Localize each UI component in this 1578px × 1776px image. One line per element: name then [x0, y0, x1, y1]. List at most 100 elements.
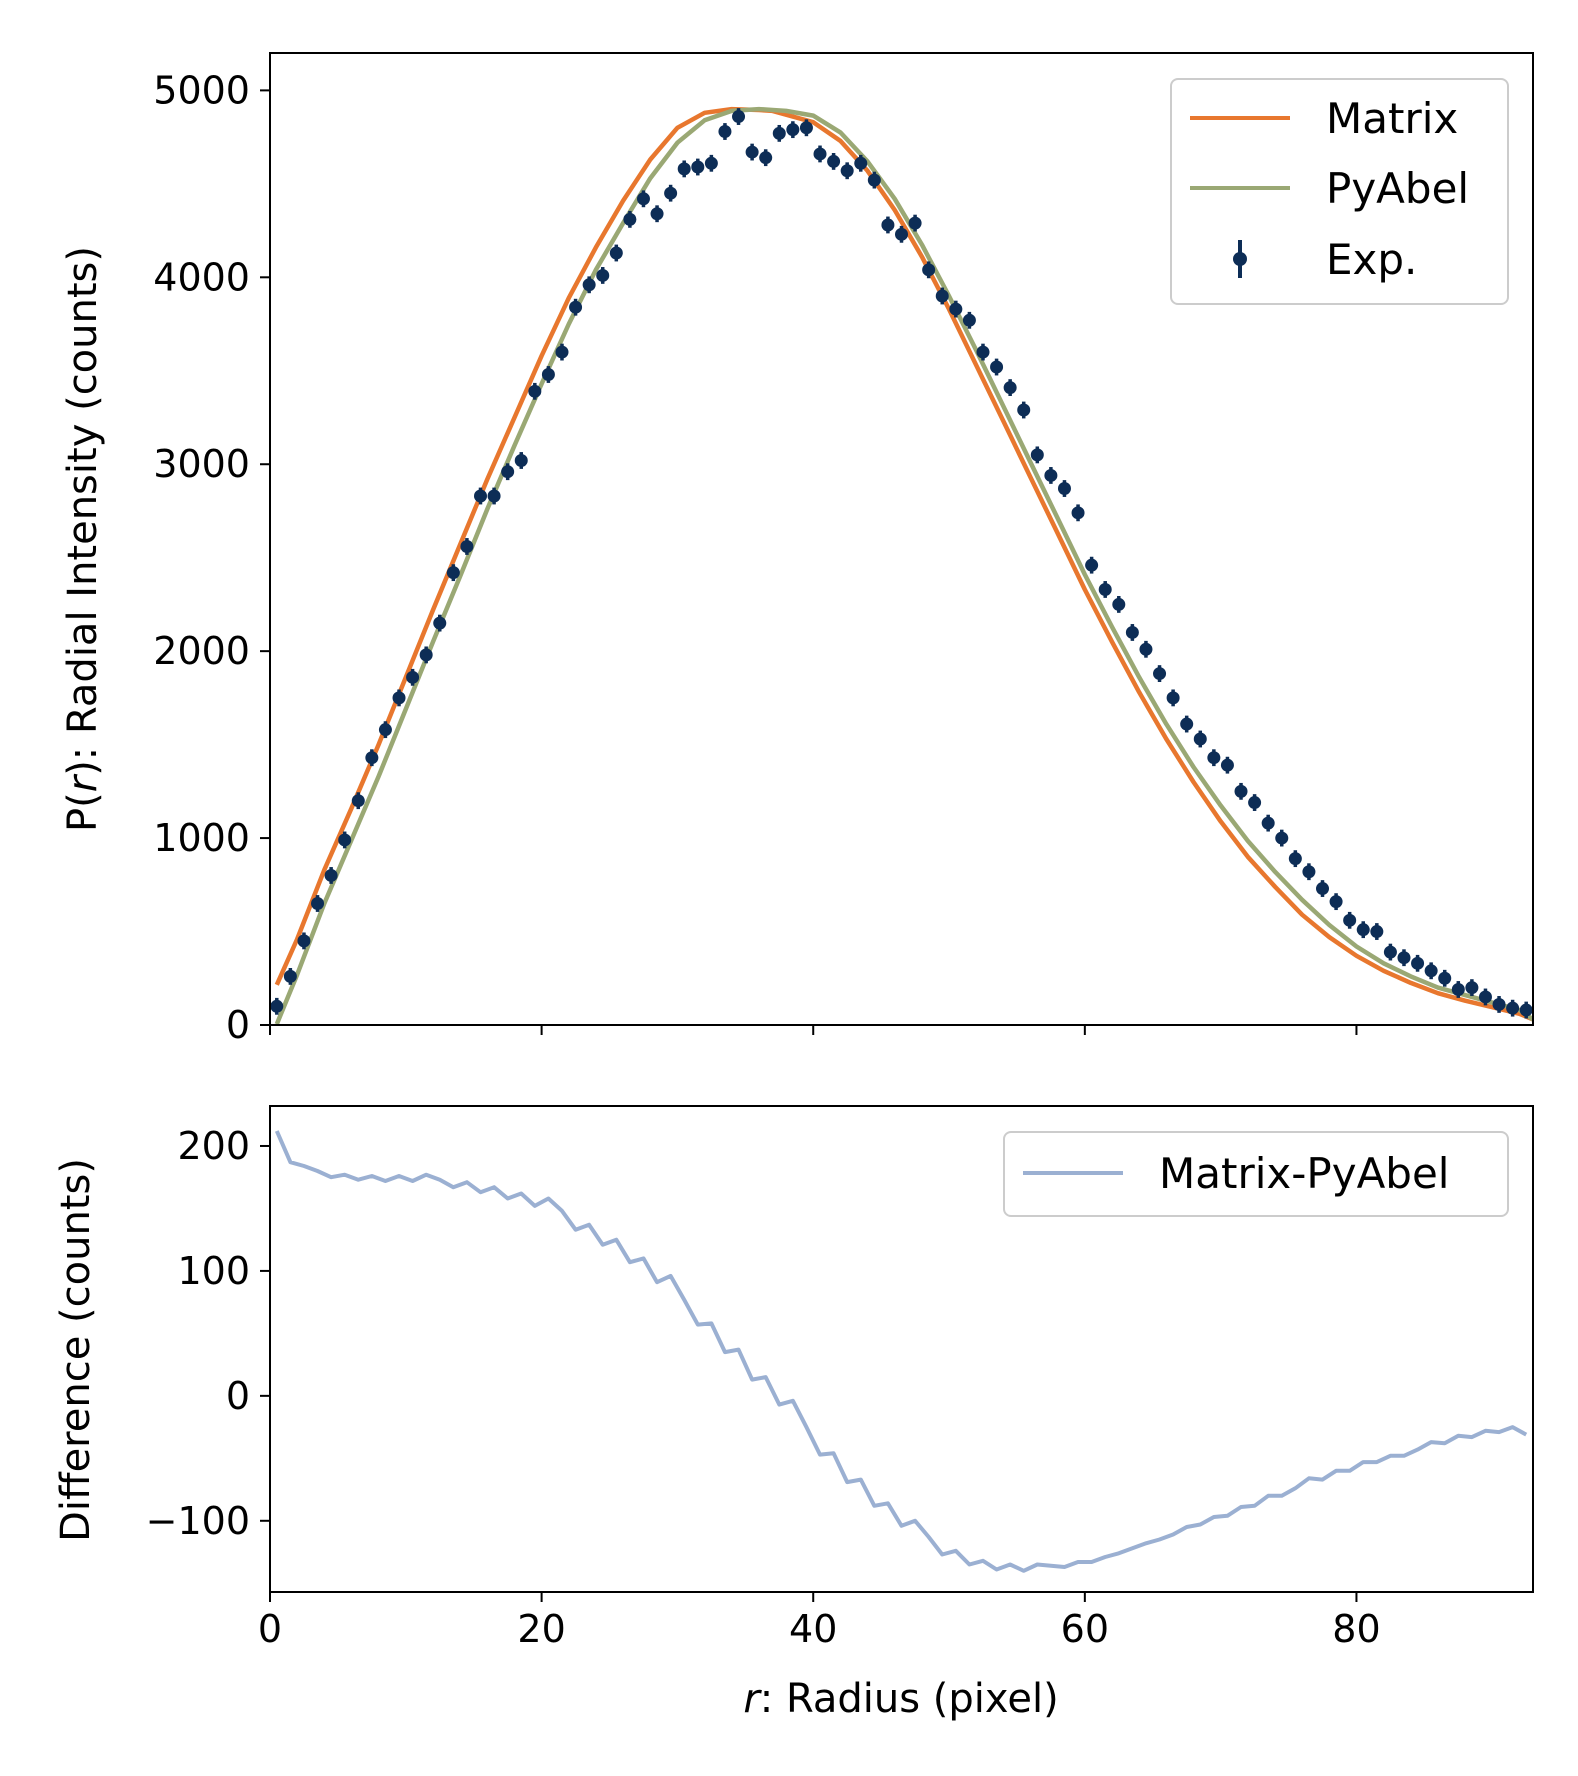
exp-point [1424, 962, 1438, 980]
exp-marker [786, 123, 800, 137]
exp-marker [1044, 468, 1058, 482]
exp-marker [650, 207, 664, 221]
exp-marker [759, 151, 773, 165]
top-y-tick-label: 5000 [153, 68, 250, 112]
legend-exp-label: Exp. [1326, 235, 1417, 284]
exp-marker [1112, 597, 1126, 611]
exp-point [759, 149, 773, 167]
top-y-tick-label: 0 [226, 1003, 250, 1047]
exp-point [596, 267, 610, 284]
exp-point [881, 216, 895, 234]
legend-matrix-label: Matrix [1326, 94, 1458, 143]
exp-point [1030, 446, 1044, 464]
exp-marker [1465, 981, 1479, 995]
exp-point [311, 895, 325, 912]
exp-point [786, 121, 800, 139]
exp-marker [1180, 717, 1194, 731]
exp-point [1302, 863, 1316, 881]
top-y-tick-label: 1000 [153, 816, 250, 860]
exp-point [1071, 504, 1085, 522]
exp-point [840, 162, 854, 180]
exp-point [487, 487, 501, 505]
exp-marker [636, 192, 650, 206]
exp-marker [297, 934, 311, 948]
x-tick-label: 0 [258, 1607, 282, 1651]
exp-marker [718, 125, 732, 139]
exp-point [1356, 921, 1370, 939]
exp-marker [1248, 796, 1262, 810]
exp-marker [1411, 956, 1425, 970]
exp-point [1288, 850, 1302, 868]
exp-marker [433, 616, 447, 630]
exp-marker [1139, 642, 1153, 656]
exp-point [1112, 596, 1126, 613]
exp-marker [338, 833, 352, 847]
exp-point [935, 287, 949, 305]
legend-exp-swatch [1233, 240, 1247, 278]
exp-marker [1424, 964, 1438, 978]
exp-marker [949, 302, 963, 316]
top-y-tick-label: 4000 [153, 255, 250, 299]
bottom-plot-area [274, 1130, 1528, 1573]
exp-marker [1383, 945, 1397, 959]
exp-point [895, 225, 908, 243]
exp-point [718, 123, 732, 140]
exp-point [908, 214, 922, 232]
exp-marker [1098, 582, 1112, 596]
exp-marker [501, 465, 515, 479]
exp-marker [623, 212, 637, 226]
exp-point [1261, 814, 1275, 832]
exp-point [324, 867, 338, 884]
exp-point [609, 244, 623, 262]
exp-point [922, 261, 936, 279]
exp-point [1153, 665, 1167, 682]
exp-marker [1207, 751, 1221, 765]
bottom-legend-frame [1003, 1131, 1509, 1217]
exp-marker [1071, 506, 1085, 520]
exp-marker [1193, 732, 1207, 746]
exp-point [1451, 981, 1465, 998]
exp-marker [1057, 482, 1071, 496]
exp-marker [1343, 913, 1357, 927]
exp-point [392, 689, 406, 707]
series-matrix-line [274, 106, 1533, 1022]
x-axis-label: r: Radius (pixel) [743, 1676, 1058, 1722]
exp-marker [732, 110, 746, 124]
exp-marker [446, 566, 460, 580]
exp-point [514, 452, 528, 469]
exp-marker [1030, 448, 1044, 462]
exp-marker [664, 186, 678, 200]
bottom-y-tick-label: 200 [177, 1124, 250, 1168]
x-tick-label: 20 [517, 1607, 565, 1651]
exp-marker [541, 368, 555, 382]
legend-difference-label: Matrix-PyAbel [1159, 1149, 1449, 1198]
exp-marker [1261, 816, 1275, 830]
exp-point [1125, 624, 1139, 641]
exp-marker [419, 648, 433, 662]
exp-marker [1356, 923, 1370, 937]
exp-marker [569, 300, 583, 314]
exp-point [541, 366, 555, 383]
series-matrix-pyabel-line [274, 1130, 1528, 1573]
exp-marker [1166, 691, 1180, 705]
exp-point [1370, 923, 1384, 940]
exp-marker [1234, 784, 1248, 798]
exp-point [378, 721, 392, 739]
exp-marker [813, 147, 827, 161]
exp-marker [460, 539, 474, 553]
exp-marker [1302, 865, 1316, 879]
exp-marker [935, 289, 949, 303]
exp-marker [922, 263, 936, 277]
exp-marker [704, 156, 718, 170]
exp-point [827, 153, 841, 170]
exp-marker [976, 345, 990, 359]
exp-marker [895, 227, 908, 241]
exp-point [501, 463, 515, 481]
exp-marker [827, 154, 841, 168]
exp-point [732, 108, 746, 125]
exp-point [813, 145, 827, 163]
exp-point [1506, 999, 1520, 1017]
exp-marker [962, 313, 976, 327]
exp-point [406, 668, 420, 686]
